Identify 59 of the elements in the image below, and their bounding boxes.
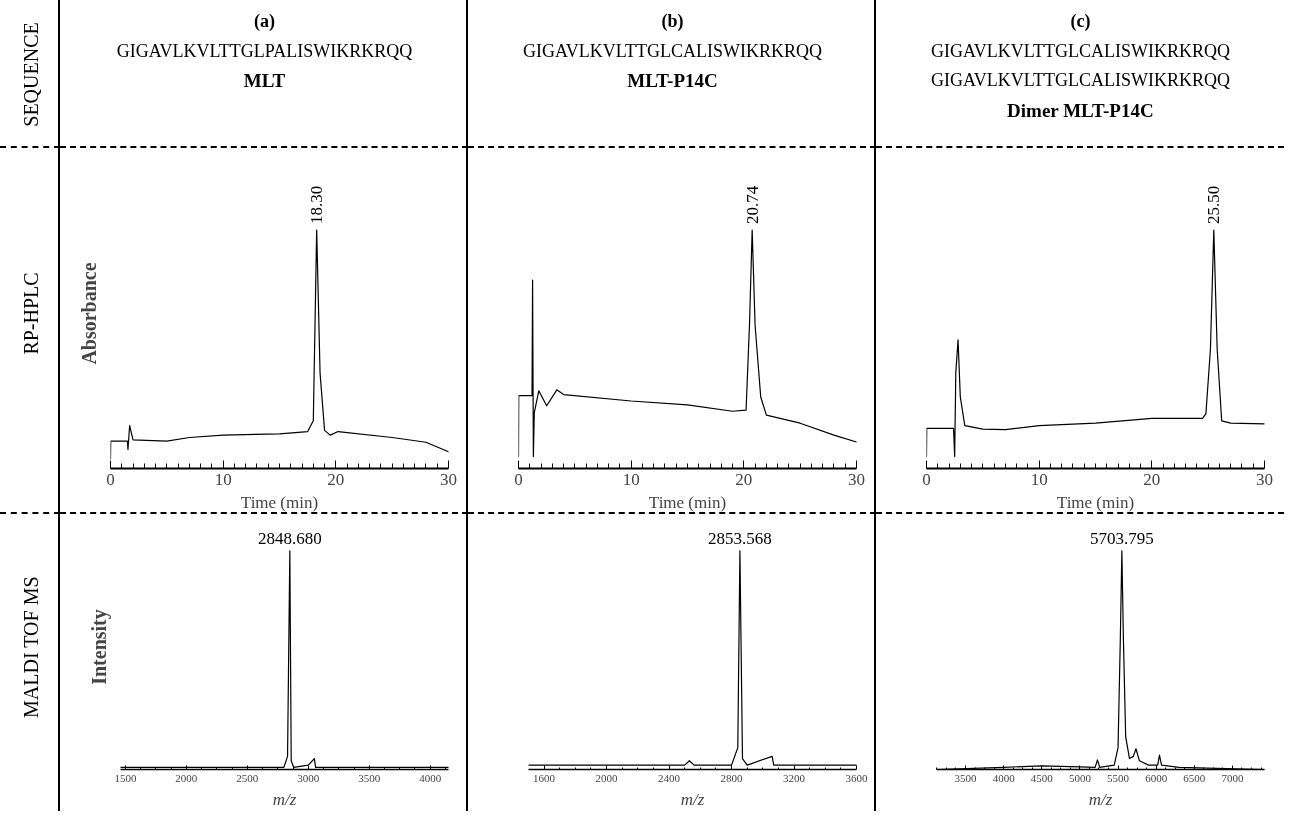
x-axis-title: m/z (272, 789, 297, 809)
x-tick-label: 10 (1030, 469, 1048, 489)
x-tick-label: 6500 (1183, 771, 1206, 784)
text: (c) (1070, 11, 1091, 33)
annotation: 2848.680 (257, 528, 322, 548)
x-tick-label: 1500 (114, 771, 137, 784)
text: (a) (254, 11, 276, 33)
text: GIGAVLKVLTTGLCALISWIKRKRQQ (931, 70, 1231, 91)
x-tick-label: 7000 (1221, 771, 1244, 784)
x-tick-label: 6000 (1145, 771, 1168, 784)
x-tick-label: 2000 (175, 771, 198, 784)
x-tick-label: 10 (214, 469, 232, 489)
text: GIGAVLKVLTTGLCALISWIKRKRQQ (931, 40, 1231, 61)
x-tick-label: 4000 (992, 771, 1016, 784)
x-tick-label: 30 (848, 469, 865, 489)
x-tick-label: 4000 (419, 771, 442, 784)
x-axis-title: Time (min) (1056, 492, 1135, 512)
y-axis-title: Absorbance (77, 262, 100, 365)
x-tick-label: 30 (1256, 469, 1273, 489)
x-axis-title: m/z (1088, 789, 1113, 809)
x-tick-label: 2800 (720, 771, 744, 784)
text: (b) (661, 11, 684, 33)
x-tick-label: 0 (106, 469, 115, 489)
text: GIGAVLKVLTTGLCALISWIKRKRQQ (523, 40, 823, 61)
x-axis-title: m/z (680, 789, 705, 809)
x-tick-label: 0 (514, 469, 523, 489)
annotation: 18.30 (307, 185, 327, 225)
text: GIGAVLKVLTTGLPALISWIKRKRQQ (116, 40, 413, 61)
x-tick-label: 20 (327, 469, 345, 489)
x-axis-title: Time (min) (240, 492, 319, 512)
x-axis-title: Time (min) (648, 492, 727, 512)
x-tick-label: 5500 (1107, 771, 1130, 784)
x-tick-label: 3200 (783, 771, 806, 784)
x-tick-label: 4500 (1030, 771, 1054, 784)
text: MALDI TOF MS (19, 576, 42, 718)
y-axis-title: Intensity (87, 609, 111, 685)
annotation: 25.50 (1204, 185, 1224, 225)
x-tick-label: 0 (922, 469, 931, 489)
x-tick-label: 1600 (533, 771, 556, 784)
x-tick-label: 3000 (297, 771, 320, 784)
x-tick-label: 3600 (845, 771, 868, 784)
x-tick-label: 20 (735, 469, 753, 489)
x-tick-label: 10 (622, 469, 640, 489)
text: RP-HPLC (19, 272, 42, 355)
x-tick-label: 3500 (358, 771, 381, 784)
x-tick-label: 3500 (954, 771, 977, 784)
text: MLT-P14C (627, 69, 718, 91)
x-tick-label: 5000 (1068, 771, 1092, 784)
annotation: 20.74 (742, 185, 762, 225)
x-tick-label: 2000 (595, 771, 619, 784)
text: SEQUENCE (19, 22, 42, 127)
x-tick-label: 2500 (236, 771, 259, 784)
x-tick-label: 2400 (658, 771, 681, 784)
x-tick-label: 20 (1143, 469, 1161, 489)
text: MLT (243, 69, 286, 91)
annotation: 2853.568 (708, 528, 772, 548)
annotation: 5703.795 (1089, 528, 1154, 548)
text: Dimer MLT-P14C (1007, 99, 1154, 121)
x-tick-label: 30 (440, 469, 457, 489)
